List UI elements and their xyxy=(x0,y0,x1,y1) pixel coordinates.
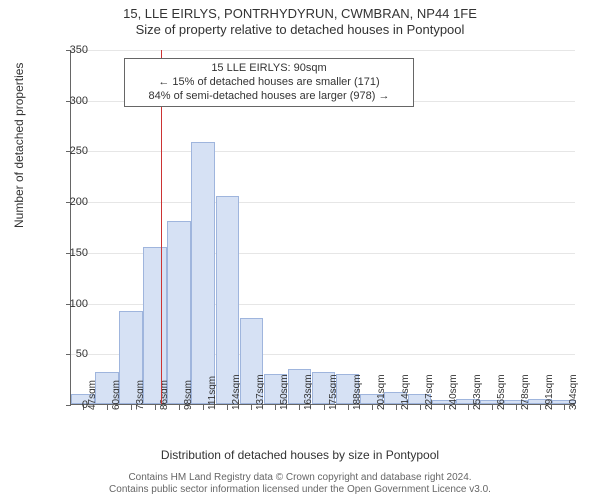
xtick-label: 188sqm xyxy=(352,374,363,410)
ytick-label: 150 xyxy=(48,247,88,259)
plot-region: 47sqm60sqm73sqm86sqm98sqm111sqm124sqm137… xyxy=(70,50,575,405)
xtick-label: 227sqm xyxy=(424,374,435,410)
xtick-mark xyxy=(348,405,349,410)
xtick-mark xyxy=(516,405,517,410)
xtick-mark xyxy=(227,405,228,410)
xtick-mark xyxy=(275,405,276,410)
chart-title-line2: Size of property relative to detached ho… xyxy=(0,22,600,38)
y-axis-title: Number of detached properties xyxy=(12,63,26,228)
gridline xyxy=(71,151,575,152)
xtick-label: 253sqm xyxy=(472,374,483,410)
xtick-label: 278sqm xyxy=(520,374,531,410)
xtick-mark xyxy=(420,405,421,410)
ytick-label: 250 xyxy=(48,145,88,157)
xtick-mark xyxy=(564,405,565,410)
chart-title-block: 15, LLE EIRLYS, PONTRHYDYRUN, CWMBRAN, N… xyxy=(0,0,600,39)
footer-line2: Contains public sector information licen… xyxy=(0,484,600,496)
xtick-mark xyxy=(107,405,108,410)
xtick-mark xyxy=(372,405,373,410)
histogram-bar xyxy=(216,196,240,404)
xtick-mark xyxy=(324,405,325,410)
xtick-mark xyxy=(540,405,541,410)
xtick-mark xyxy=(155,405,156,410)
annotation-box: 15 LLE EIRLYS: 90sqm← 15% of detached ho… xyxy=(124,58,414,107)
xtick-mark xyxy=(131,405,132,410)
gridline xyxy=(71,50,575,51)
xtick-mark xyxy=(492,405,493,410)
xtick-mark xyxy=(444,405,445,410)
x-axis-title: Distribution of detached houses by size … xyxy=(0,448,600,462)
xtick-mark xyxy=(179,405,180,410)
xtick-label: 265sqm xyxy=(496,374,507,410)
chart-area: 47sqm60sqm73sqm86sqm98sqm111sqm124sqm137… xyxy=(70,50,575,405)
ytick-label: 350 xyxy=(48,44,88,56)
ytick-label: 0 xyxy=(48,399,88,411)
annotation-line: 84% of semi-detached houses are larger (… xyxy=(131,90,407,104)
ytick-label: 100 xyxy=(48,298,88,310)
xtick-mark xyxy=(251,405,252,410)
annotation-line: 15 LLE EIRLYS: 90sqm xyxy=(131,62,407,76)
xtick-label: 240sqm xyxy=(448,374,459,410)
xtick-label: 304sqm xyxy=(568,374,579,410)
gridline xyxy=(71,202,575,203)
xtick-label: 214sqm xyxy=(400,374,411,410)
histogram-bar xyxy=(167,221,191,404)
ytick-label: 50 xyxy=(48,348,88,360)
xtick-mark xyxy=(468,405,469,410)
footer-attribution: Contains HM Land Registry data © Crown c… xyxy=(0,472,600,496)
xtick-label: 291sqm xyxy=(544,374,555,410)
histogram-bar xyxy=(191,142,215,404)
xtick-mark xyxy=(299,405,300,410)
footer-line1: Contains HM Land Registry data © Crown c… xyxy=(0,472,600,484)
ytick-label: 300 xyxy=(48,95,88,107)
xtick-mark xyxy=(203,405,204,410)
annotation-line: ← 15% of detached houses are smaller (17… xyxy=(131,76,407,90)
xtick-mark xyxy=(396,405,397,410)
ytick-label: 200 xyxy=(48,196,88,208)
chart-title-line1: 15, LLE EIRLYS, PONTRHYDYRUN, CWMBRAN, N… xyxy=(0,6,600,22)
